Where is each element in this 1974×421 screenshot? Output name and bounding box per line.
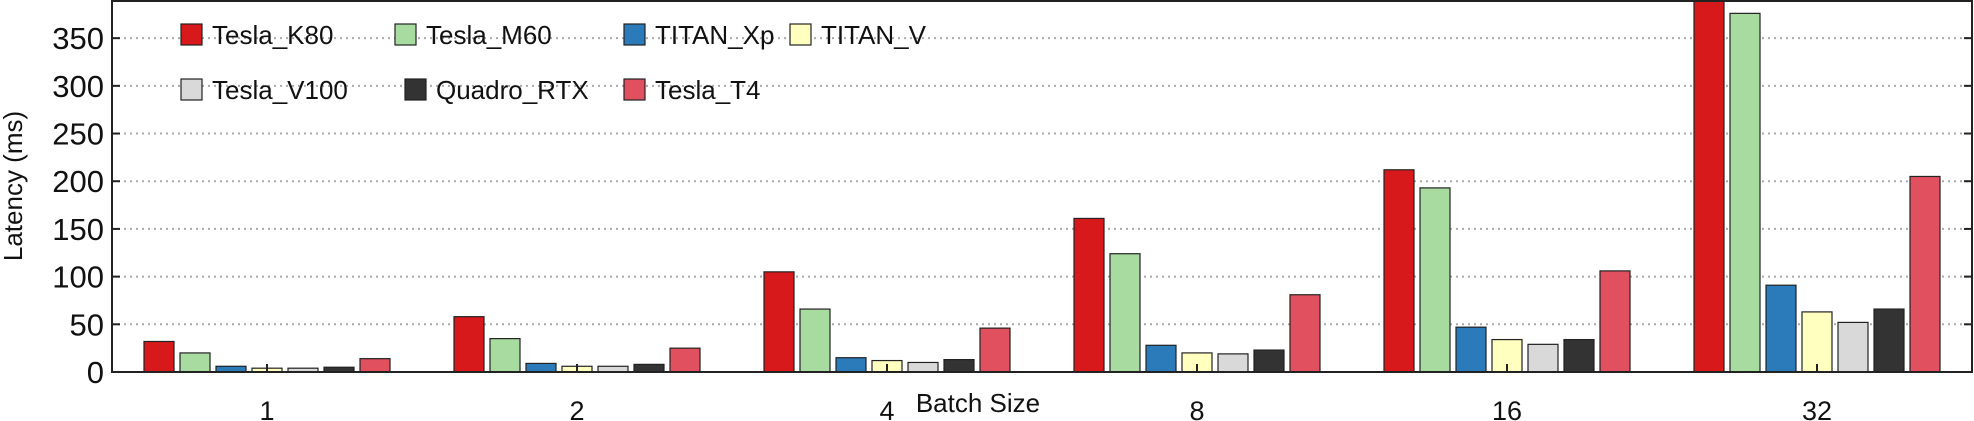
legend-label: Quadro_RTX [436, 75, 589, 105]
bar [1073, 217, 1105, 373]
bar [1563, 338, 1595, 373]
bar [179, 352, 211, 373]
bar [1109, 253, 1141, 373]
y-tick-label: 100 [52, 260, 104, 295]
bar [489, 338, 521, 373]
bar [1837, 321, 1869, 373]
bar [835, 357, 867, 373]
bars-group [143, 0, 1941, 373]
x-tick-labels: 1 2 4 8 16 32 [259, 364, 1832, 421]
legend-swatch [623, 23, 646, 46]
bar [799, 308, 831, 373]
bar [1253, 349, 1285, 373]
bar [1455, 326, 1487, 373]
bar [1289, 294, 1321, 373]
legend-swatch [789, 23, 812, 46]
y-tick-label: 50 [70, 307, 104, 342]
legend-label: Tesla_M60 [426, 20, 552, 50]
y-tick-labels: 0 50 100 150 200 250 300 350 [52, 21, 1972, 390]
bar [1801, 311, 1833, 373]
bar [525, 362, 557, 373]
x-tick-label: 1 [259, 396, 274, 421]
x-axis-label: Batch Size [916, 388, 1040, 418]
bar [669, 347, 701, 373]
bar [1527, 343, 1559, 373]
legend: Tesla_K80 Tesla_M60 TITAN_Xp TITAN_V Tesla_V… [180, 20, 927, 105]
x-tick-label: 16 [1492, 396, 1522, 421]
legend-swatch [394, 23, 417, 46]
x-tick-label: 4 [879, 396, 894, 421]
x-tick-label: 2 [569, 396, 584, 421]
bar [943, 359, 975, 373]
bar [1729, 12, 1761, 373]
bar [143, 340, 175, 373]
y-tick-label: 250 [52, 117, 104, 152]
legend-swatch [623, 78, 646, 101]
bar [453, 316, 485, 373]
legend-label: Tesla_V100 [212, 75, 348, 105]
y-tick-label: 200 [52, 164, 104, 199]
legend-label: TITAN_V [821, 20, 927, 50]
bar [1419, 187, 1451, 373]
bar [1693, 0, 1725, 373]
x-tick-label: 32 [1802, 396, 1832, 421]
legend-swatch [404, 78, 427, 101]
bar [359, 358, 391, 373]
bar [1599, 270, 1631, 373]
bar [1145, 344, 1177, 373]
bar [633, 363, 665, 373]
y-axis-label: Latency (ms) [0, 111, 28, 261]
y-tick-label: 150 [52, 212, 104, 247]
legend-label: TITAN_Xp [655, 20, 774, 50]
y-tick-label: 0 [87, 355, 104, 390]
grid-lines [112, 37, 1972, 326]
bar [1383, 169, 1415, 373]
bar [763, 271, 795, 373]
legend-swatch [180, 78, 203, 101]
legend-label: Tesla_K80 [212, 20, 333, 50]
bar [1765, 284, 1797, 373]
bar [1909, 175, 1941, 373]
legend-label: Tesla_T4 [655, 75, 761, 105]
plot-frame [111, 0, 1973, 373]
bar [907, 361, 939, 373]
bar [979, 327, 1011, 373]
bar [1217, 353, 1249, 373]
x-tick-label: 8 [1189, 396, 1204, 421]
bar [1873, 308, 1905, 373]
y-tick-label: 300 [52, 69, 104, 104]
axes [111, 0, 1973, 373]
legend-swatch [180, 23, 203, 46]
y-tick-label: 350 [52, 21, 104, 56]
